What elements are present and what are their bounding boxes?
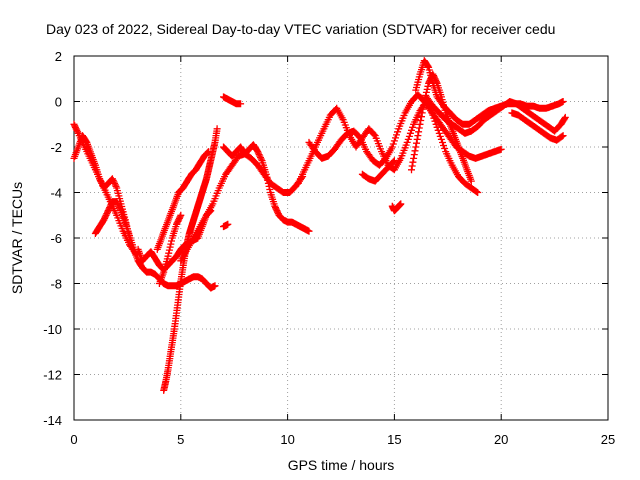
series-s19: [508, 109, 567, 144]
data-point-markers: [220, 220, 232, 231]
y-tick-label: -6: [50, 231, 62, 246]
series-s7: [155, 211, 185, 287]
data-point-markers: [155, 211, 185, 287]
series-s8: [177, 150, 307, 265]
y-tick-label: 0: [55, 95, 62, 110]
x-axis-ticks: 0 5 10 15 20 25: [70, 56, 615, 447]
data-point-markers: [358, 157, 398, 185]
data-point-markers: [177, 150, 307, 265]
x-tick-label: 25: [601, 432, 615, 447]
y-tick-label: -14: [43, 413, 62, 428]
x-tick-label: 0: [70, 432, 77, 447]
y-tick-label: -10: [43, 322, 62, 337]
y-axis-ticks: -14 -12 -10 -8 -6 -4 -2 0 2: [43, 49, 608, 428]
data-point-markers: [422, 93, 569, 137]
data-point-markers: [160, 125, 221, 394]
y-tick-label: -4: [50, 186, 62, 201]
series-s11: [220, 220, 232, 231]
data-point-markers: [220, 93, 245, 108]
y-axis-label: SDTVAR / TECUs: [9, 182, 25, 294]
series-s14: [358, 157, 398, 185]
series-s18: [422, 93, 569, 137]
y-tick-label: 2: [55, 49, 62, 64]
series-s6: [153, 148, 213, 253]
series-s9: [220, 141, 313, 235]
data-point-markers: [220, 141, 313, 235]
x-tick-label: 10: [280, 432, 294, 447]
y-tick-label: -8: [50, 277, 62, 292]
data-point-markers: [508, 109, 567, 144]
grid-lines: [74, 56, 608, 420]
series-s15: [388, 200, 405, 215]
x-tick-label: 5: [177, 432, 184, 447]
chart-title: Day 023 of 2022, Sidereal Day-to-day VTE…: [46, 21, 555, 37]
data-point-markers: [388, 200, 405, 215]
x-tick-label: 20: [494, 432, 508, 447]
x-tick-label: 15: [387, 432, 401, 447]
data-point-markers: [294, 98, 482, 196]
series-s10: [220, 93, 245, 108]
data-point-markers: [153, 148, 213, 253]
data-points: [70, 57, 569, 394]
series-s12: [294, 98, 482, 196]
y-tick-label: -12: [43, 368, 62, 383]
series-s5: [160, 125, 221, 394]
x-axis-label: GPS time / hours: [288, 457, 395, 473]
y-tick-label: -2: [50, 140, 62, 155]
